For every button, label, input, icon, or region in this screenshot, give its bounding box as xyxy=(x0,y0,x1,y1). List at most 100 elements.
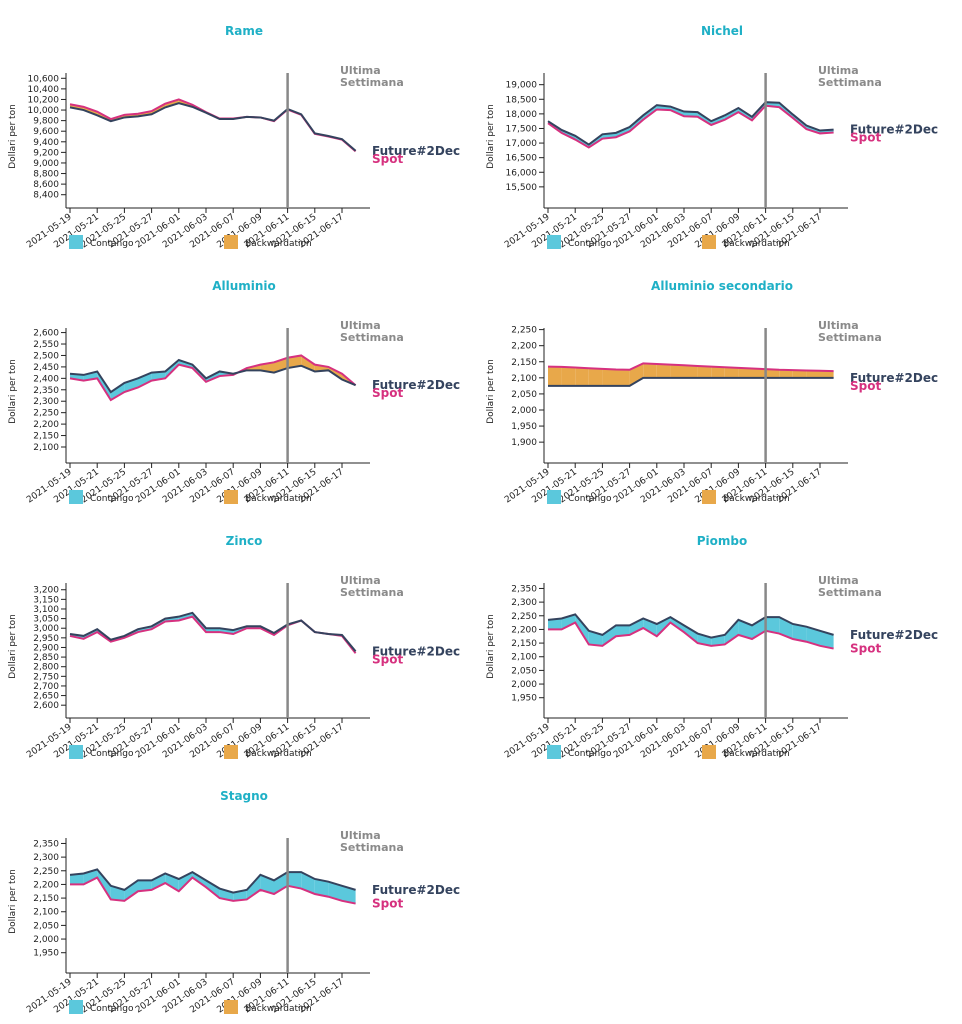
spread-area xyxy=(287,872,302,889)
y-tick-label: 1,950 xyxy=(511,422,537,432)
y-tick-label: 19,000 xyxy=(506,81,538,91)
spread-area xyxy=(561,366,576,386)
y-tick-label: 2,200 xyxy=(511,625,537,635)
chart-panel: Piombo Dollari per ton 1,950 2,000 2,050 2,10… xyxy=(486,534,938,760)
spread-area xyxy=(752,617,766,639)
y-tick-label: 2,300 xyxy=(33,397,59,407)
y-axis-label: Dollari per ton xyxy=(8,359,18,424)
series-label: Future#2Dec xyxy=(372,144,460,158)
y-tick-label: 2,750 xyxy=(33,672,59,682)
legend-swatch xyxy=(224,235,238,249)
spread-area xyxy=(616,127,630,138)
spread-area xyxy=(697,633,712,646)
chart-panel: Nichel Dollari per ton 15,500 16,000 16,500 1… xyxy=(486,24,938,250)
y-tick-label: 2,050 xyxy=(511,666,537,676)
y-tick-label: 2,350 xyxy=(511,584,537,594)
annotation: Ultima xyxy=(340,829,381,842)
spread-area xyxy=(779,369,793,378)
y-tick-label: 2,250 xyxy=(511,326,537,336)
y-tick-label: 3,200 xyxy=(33,586,59,596)
spread-area xyxy=(765,369,780,378)
y-tick-label: 15,500 xyxy=(506,183,538,193)
legend-label: Contango xyxy=(90,749,134,759)
y-tick-label: 2,250 xyxy=(33,409,59,419)
legend-label: Contango xyxy=(90,1004,134,1014)
y-tick-label: 2,000 xyxy=(33,935,59,945)
chart-panel: Alluminio secondario Dollari per ton 1,900… xyxy=(486,279,938,505)
series-label: Future#2Dec xyxy=(850,123,938,137)
series-line xyxy=(69,354,357,402)
y-tick-label: 2,100 xyxy=(33,443,59,453)
legend-swatch xyxy=(224,1000,238,1014)
y-tick-label: 2,350 xyxy=(33,839,59,849)
y-axis-label: Dollari per ton xyxy=(486,104,496,169)
y-tick-label: 2,450 xyxy=(33,363,59,373)
y-axis-label: Dollari per ton xyxy=(8,869,18,934)
series-label: Spot xyxy=(372,152,403,166)
y-axis-label: Dollari per ton xyxy=(486,359,496,424)
spread-area xyxy=(616,369,630,386)
legend-swatch xyxy=(547,490,561,504)
y-tick-label: 3,150 xyxy=(33,595,59,605)
y-tick-label: 2,000 xyxy=(511,680,537,690)
annotation: Ultima xyxy=(818,64,859,77)
spread-area xyxy=(752,368,766,378)
series-line xyxy=(69,98,357,153)
annotation: Settimana xyxy=(340,76,404,89)
legend-label: Contango xyxy=(90,239,134,249)
y-tick-label: 2,100 xyxy=(33,908,59,918)
y-tick-label: 8,600 xyxy=(33,180,59,190)
chart-title: Alluminio secondario xyxy=(651,279,793,293)
series-label: Future#2Dec xyxy=(372,378,460,392)
y-tick-label: 10,400 xyxy=(28,85,60,95)
y-tick-label: 9,600 xyxy=(33,127,59,137)
spread-area xyxy=(548,366,562,386)
annotation: Settimana xyxy=(818,586,882,599)
chart-panel: Stagno Dollari per ton 1,950 2,000 2,050 2,10… xyxy=(8,789,460,1015)
chart-title: Rame xyxy=(225,24,263,38)
y-tick-label: 2,150 xyxy=(511,358,537,368)
spread-area xyxy=(314,878,329,897)
y-tick-label: 1,950 xyxy=(33,949,59,959)
legend-label: Contango xyxy=(568,494,612,504)
series-label: Spot xyxy=(372,386,403,400)
spread-area xyxy=(724,367,739,378)
spread-area xyxy=(301,355,315,372)
y-tick-label: 2,950 xyxy=(33,634,59,644)
annotation: Ultima xyxy=(818,319,859,332)
legend-label: Backwardation xyxy=(245,1004,312,1014)
y-tick-label: 2,100 xyxy=(511,374,537,384)
annotation: Ultima xyxy=(340,64,381,77)
legend-swatch xyxy=(69,1000,83,1014)
legend-swatch xyxy=(69,235,83,249)
y-tick-label: 2,000 xyxy=(511,406,537,416)
y-tick-label: 17,000 xyxy=(506,139,538,149)
spread-area xyxy=(684,365,698,378)
annotation: Settimana xyxy=(818,331,882,344)
y-tick-label: 9,800 xyxy=(33,117,59,127)
legend-label: Contango xyxy=(568,749,612,759)
legend-label: Contango xyxy=(568,239,612,249)
y-tick-label: 2,250 xyxy=(511,612,537,622)
legend-label: Backwardation xyxy=(723,749,790,759)
y-tick-label: 2,400 xyxy=(33,374,59,384)
series-line xyxy=(547,613,834,639)
legend-swatch xyxy=(224,490,238,504)
y-tick-label: 2,150 xyxy=(511,639,537,649)
annotation: Ultima xyxy=(340,319,381,332)
spread-area xyxy=(342,885,356,904)
y-tick-label: 2,300 xyxy=(511,598,537,608)
legend-label: Backwardation xyxy=(245,749,312,759)
legend-swatch xyxy=(702,235,716,249)
y-tick-label: 2,050 xyxy=(33,921,59,931)
y-tick-label: 16,000 xyxy=(506,168,538,178)
series-line xyxy=(548,376,834,387)
legend-swatch xyxy=(702,490,716,504)
annotation: Settimana xyxy=(340,331,404,344)
spread-area xyxy=(820,630,834,649)
spread-area xyxy=(588,368,603,386)
series-line xyxy=(69,102,357,152)
series-line xyxy=(69,611,357,652)
y-tick-label: 2,350 xyxy=(33,386,59,396)
